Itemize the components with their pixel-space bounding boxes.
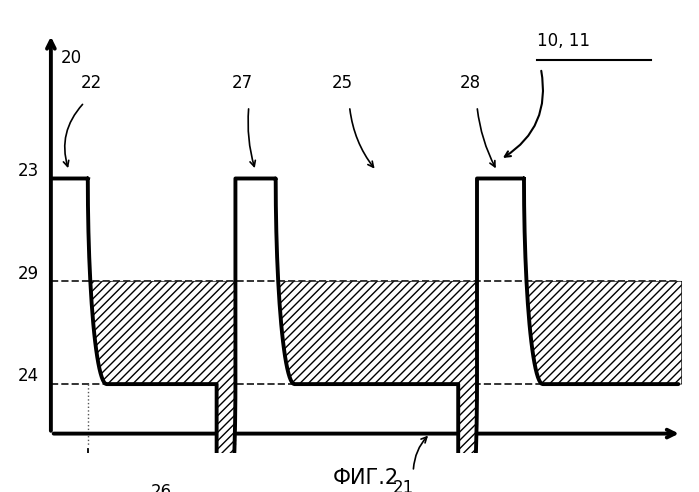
Text: 25: 25 <box>332 74 354 92</box>
Text: 26: 26 <box>151 483 172 492</box>
Text: 23: 23 <box>17 162 38 180</box>
Text: 22: 22 <box>81 74 102 92</box>
Polygon shape <box>527 281 682 384</box>
Text: 28: 28 <box>460 74 481 92</box>
Text: 27: 27 <box>231 74 253 92</box>
Text: 20: 20 <box>61 49 82 67</box>
Text: 10, 11: 10, 11 <box>538 32 591 50</box>
Text: 29: 29 <box>17 265 38 283</box>
Text: ФИГ.2: ФИГ.2 <box>333 468 399 488</box>
Polygon shape <box>278 281 477 492</box>
Text: 24: 24 <box>17 368 38 386</box>
Text: 21: 21 <box>393 479 414 492</box>
Polygon shape <box>90 281 236 492</box>
